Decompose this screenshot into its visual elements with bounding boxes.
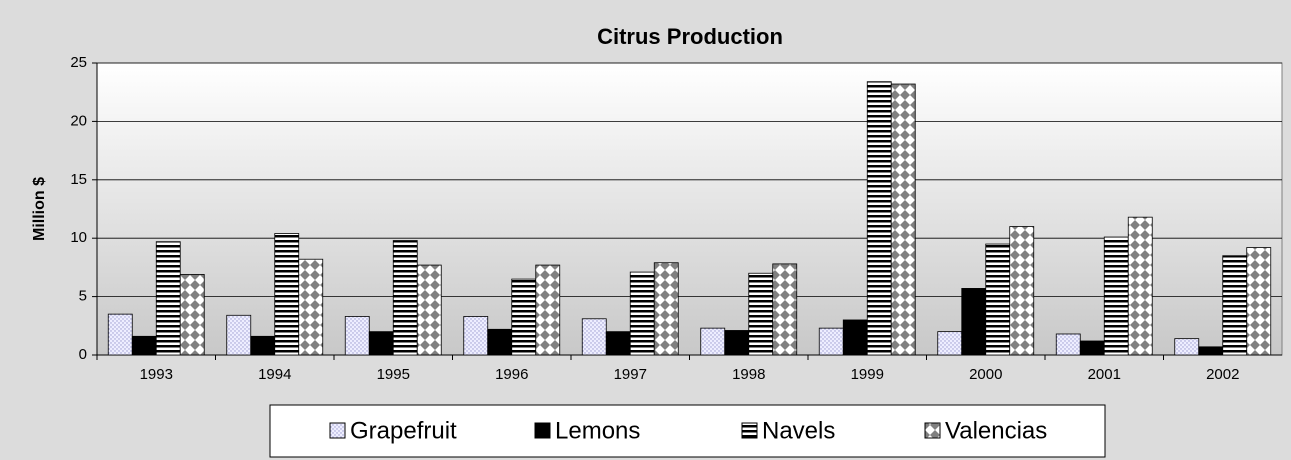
bar xyxy=(250,335,276,356)
bar xyxy=(1079,340,1105,356)
legend-label: Grapefruit xyxy=(350,417,457,444)
x-tick-label: 1993 xyxy=(140,366,173,383)
bar xyxy=(274,233,300,356)
bar xyxy=(842,319,868,356)
x-tick-label: 1999 xyxy=(851,366,884,383)
y-tick-label: 25 xyxy=(70,54,87,71)
x-tick-label: 1998 xyxy=(732,366,765,383)
bar xyxy=(1055,333,1081,356)
y-axis-label: Million $ xyxy=(31,177,48,241)
bar xyxy=(1198,346,1224,356)
bar xyxy=(463,316,489,356)
bar xyxy=(155,241,181,356)
x-tick-label: 2000 xyxy=(969,366,1002,383)
bar xyxy=(724,330,750,356)
x-tick-label: 1997 xyxy=(614,366,647,383)
chart-title: Citrus Production xyxy=(597,24,783,49)
y-tick-label: 5 xyxy=(79,288,87,305)
legend xyxy=(269,404,1106,458)
bar xyxy=(1174,338,1200,356)
x-tick-label: 1996 xyxy=(495,366,528,383)
y-tick-label: 0 xyxy=(79,346,87,363)
legend-swatch xyxy=(741,422,758,439)
bar xyxy=(1246,247,1272,356)
legend-swatch xyxy=(924,422,941,439)
bar xyxy=(890,83,916,356)
bar xyxy=(535,264,561,356)
bar xyxy=(961,288,987,356)
legend-label: Valencias xyxy=(945,417,1047,444)
bar xyxy=(392,240,418,356)
bar xyxy=(605,331,631,356)
x-tick-label: 1994 xyxy=(258,366,291,383)
bar xyxy=(748,272,774,356)
bar xyxy=(985,243,1011,356)
y-tick-label: 10 xyxy=(70,229,87,246)
bar xyxy=(487,328,513,356)
bar xyxy=(818,327,844,356)
bar xyxy=(344,316,370,356)
bar xyxy=(772,263,798,356)
x-tick-label: 2002 xyxy=(1206,366,1239,383)
bar xyxy=(298,258,324,356)
legend-label: Lemons xyxy=(555,417,640,444)
bar xyxy=(131,335,157,356)
bar xyxy=(179,274,205,356)
legend-swatch xyxy=(329,422,346,439)
bar xyxy=(937,331,963,356)
bar xyxy=(1009,226,1035,356)
bar xyxy=(700,327,726,356)
y-tick-label: 20 xyxy=(70,112,87,129)
bar xyxy=(416,264,442,356)
bar xyxy=(581,318,607,356)
bar xyxy=(368,331,394,356)
bar xyxy=(226,314,252,356)
legend-swatch xyxy=(534,422,551,439)
bar xyxy=(511,278,537,356)
x-tick-label: 2001 xyxy=(1088,366,1121,383)
bar xyxy=(866,81,892,356)
x-tick-label: 1995 xyxy=(377,366,410,383)
bar xyxy=(1127,216,1153,356)
bar xyxy=(1222,255,1248,356)
bar xyxy=(629,271,655,356)
legend-label: Navels xyxy=(762,417,835,444)
bar xyxy=(1103,236,1129,356)
bar xyxy=(107,313,133,356)
bar xyxy=(653,262,679,356)
y-tick-label: 15 xyxy=(70,171,87,188)
